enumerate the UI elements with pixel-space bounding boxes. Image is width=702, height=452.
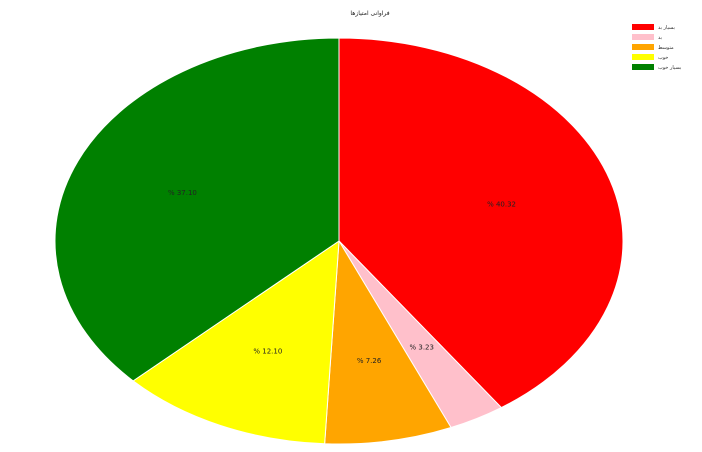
chart-title: فراوانی امتیازها: [350, 10, 389, 17]
slice-label-bad: % 3.23: [410, 343, 434, 351]
legend-swatch-very-good: [632, 64, 654, 70]
legend-swatch-bad: [632, 34, 654, 40]
slice-label-average: % 7.26: [357, 357, 382, 365]
legend-swatch-good: [632, 54, 654, 60]
legend-label-good: خوب: [658, 55, 668, 61]
legend-label-very-good: بسیار خوب: [658, 65, 681, 71]
legend: بسیار بد بد متوسط خوب بسیار خوب: [632, 24, 681, 71]
legend-label-very-bad: بسیار بد: [658, 25, 675, 31]
pie-slice-average: [324, 239, 452, 445]
pie-slice-very-bad: [338, 37, 624, 409]
pie-slice-labels: % 40.32 % 3.23 % 7.26 % 12.10 % 37.10: [168, 189, 516, 365]
slice-label-good: % 12.10: [253, 348, 282, 356]
legend-label-average: متوسط: [658, 45, 674, 51]
pie-slice-very-good: [54, 37, 340, 382]
legend-swatch-very-bad: [632, 24, 654, 30]
slice-label-very-good: % 37.10: [168, 189, 197, 197]
legend-label-bad: بد: [658, 35, 662, 41]
pie-slices: [54, 37, 624, 445]
slice-label-very-bad: % 40.32: [487, 201, 516, 209]
pie-slice-good: [132, 240, 340, 445]
legend-swatch-average: [632, 44, 654, 50]
